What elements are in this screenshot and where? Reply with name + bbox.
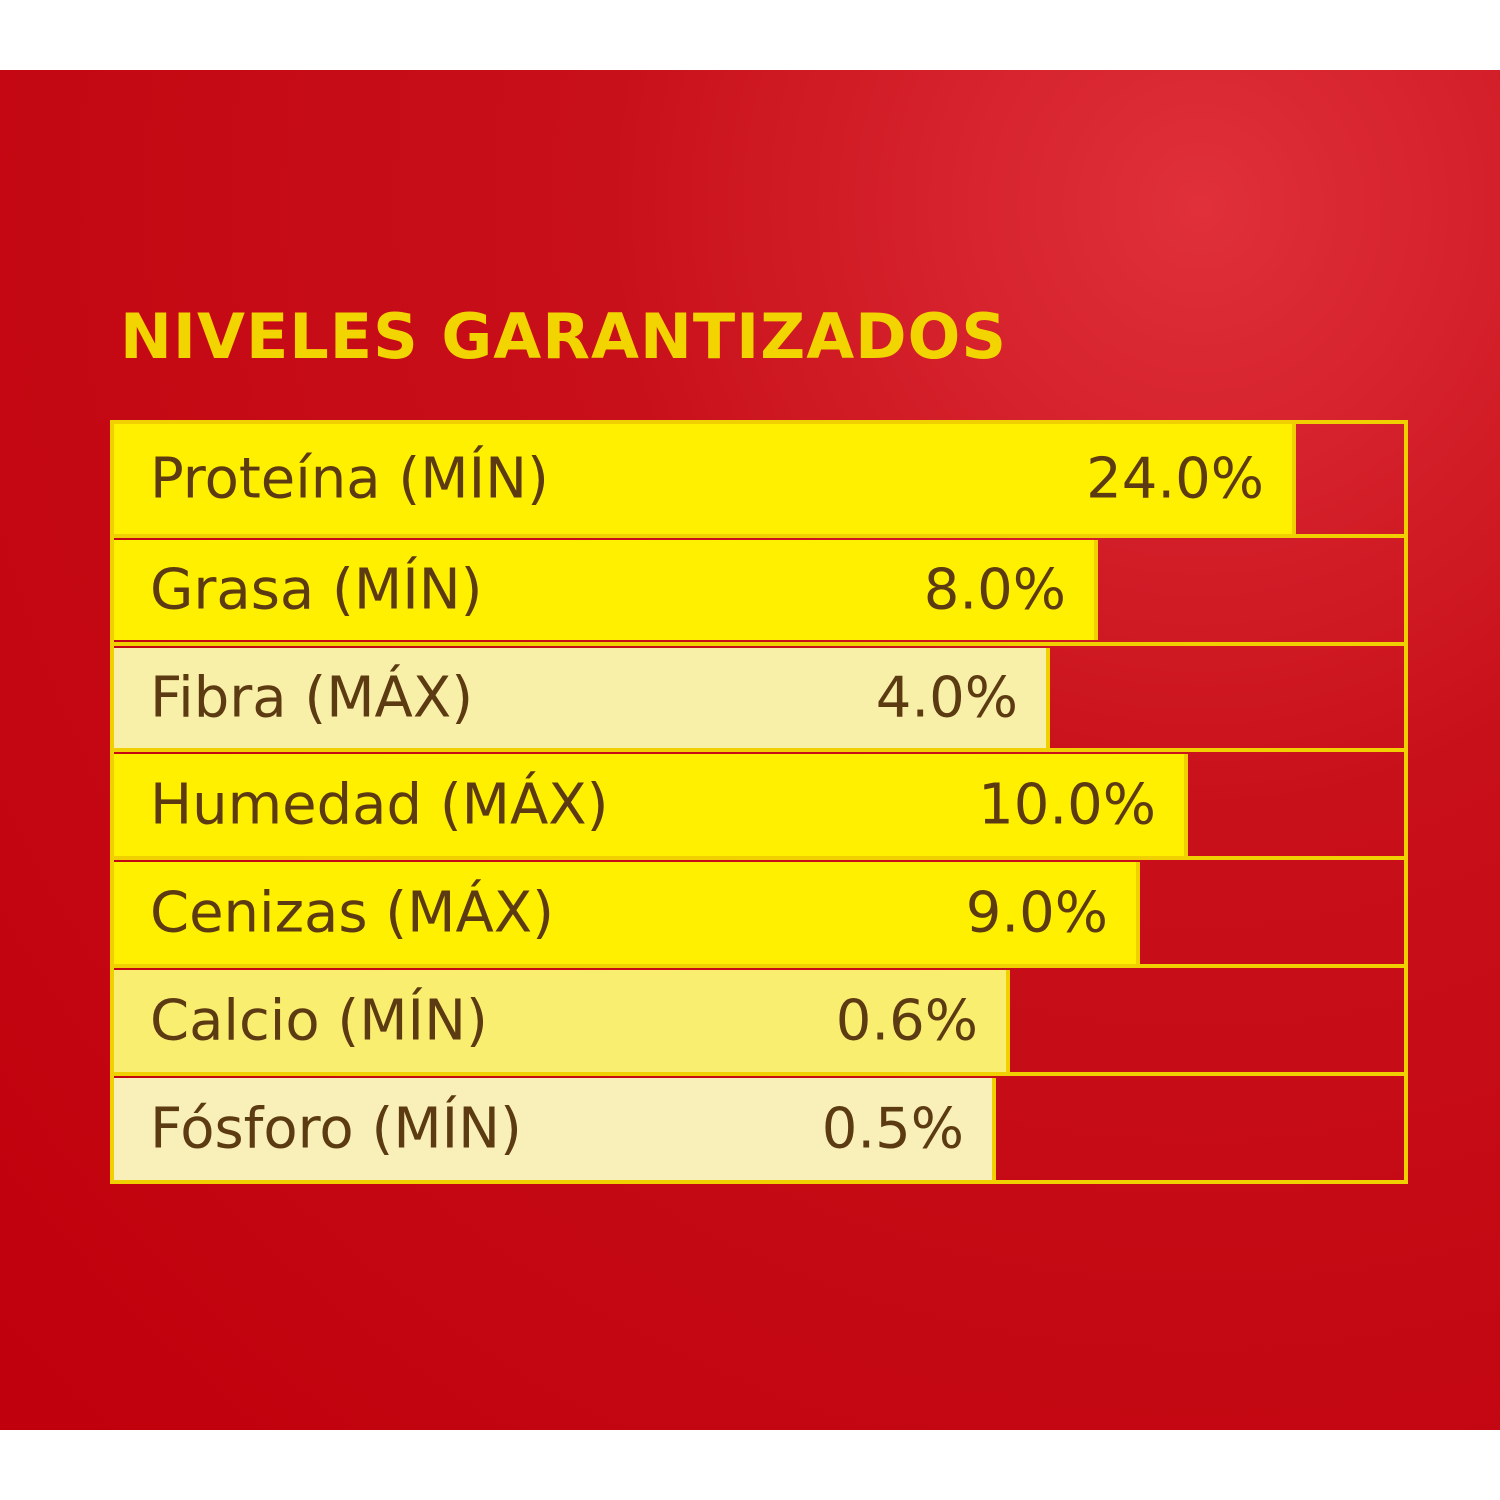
nutrient-name: Grasa (MÍN): [150, 557, 483, 623]
nutrient-value: 24.0%: [1086, 446, 1264, 512]
row-separator: [1292, 424, 1296, 534]
nutrient-name: Cenizas (MÁX): [150, 880, 554, 946]
row-border: [114, 534, 1404, 538]
table-row: Cenizas (MÁX) 9.0%: [114, 862, 1140, 964]
nutrient-value: 0.6%: [835, 988, 978, 1054]
row-border: [114, 964, 1404, 968]
row-separator: [1006, 970, 1010, 1072]
table-row: Humedad (MÁX) 10.0%: [114, 754, 1188, 856]
nutrient-value: 10.0%: [978, 772, 1156, 838]
nutrient-value: 8.0%: [923, 557, 1066, 623]
nutrient-name: Calcio (MÍN): [150, 988, 488, 1054]
title: NIVELES GARANTIZADOS: [120, 300, 1008, 373]
table-row: Fósforo (MÍN) 0.5%: [114, 1078, 996, 1180]
row-separator: [1184, 754, 1188, 856]
row-fill: [114, 1078, 992, 1180]
row-separator: [992, 1078, 996, 1180]
nutrient-value: 9.0%: [965, 880, 1108, 946]
table-row: Grasa (MÍN) 8.0%: [114, 540, 1098, 640]
nutrient-name: Proteína (MÍN): [150, 446, 549, 512]
row-fill: [114, 648, 1046, 748]
row-separator: [1136, 862, 1140, 964]
row-border: [114, 748, 1404, 752]
nutrient-value: 4.0%: [875, 665, 1018, 731]
row-border: [114, 1072, 1404, 1076]
nutrient-name: Fibra (MÁX): [150, 665, 474, 731]
row-separator: [1046, 648, 1050, 748]
table-row: Fibra (MÁX) 4.0%: [114, 648, 1050, 748]
row-fill: [114, 970, 1006, 1072]
row-fill: [114, 754, 1184, 856]
row-fill: [114, 862, 1136, 964]
table: Proteína (MÍN) 24.0% Grasa (MÍN) 8.0% Fibra …: [110, 420, 1408, 1184]
row-fill: [114, 540, 1094, 640]
nutrient-value: 0.5%: [821, 1096, 964, 1162]
row-separator: [1094, 540, 1098, 640]
table-row: Proteína (MÍN) 24.0%: [114, 424, 1296, 534]
nutrient-name: Humedad (MÁX): [150, 772, 609, 838]
row-border: [114, 642, 1404, 646]
nutrient-name: Fósforo (MÍN): [150, 1096, 522, 1162]
table-row: Calcio (MÍN) 0.6%: [114, 970, 1010, 1072]
row-fill: [114, 424, 1292, 534]
row-border: [114, 856, 1404, 860]
